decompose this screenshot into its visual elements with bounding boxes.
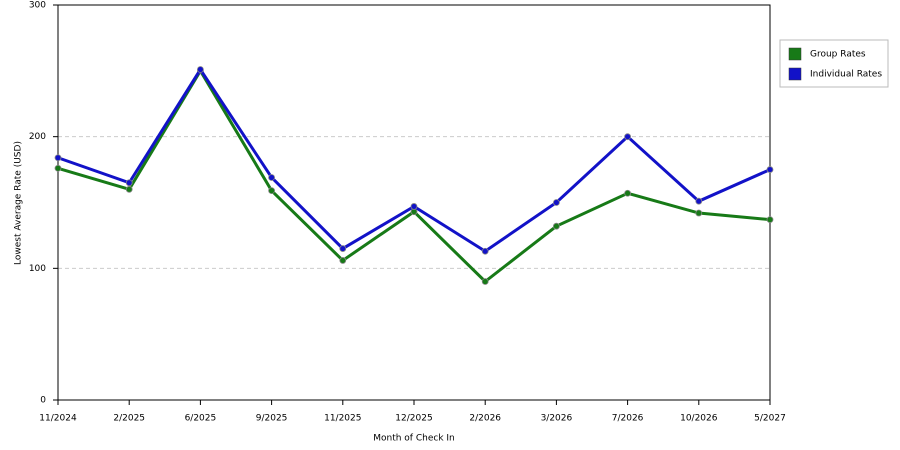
y-tick-label: 0	[40, 396, 46, 406]
x-tick-label: 11/2025	[324, 414, 361, 424]
x-tick-label: 10/2026	[680, 414, 718, 424]
series-line	[57, 67, 771, 284]
point	[54, 164, 62, 172]
x-tick-label: 12/2025	[395, 414, 432, 424]
x-tick-label: 6/2025	[185, 414, 217, 424]
point	[339, 245, 347, 252]
point	[410, 203, 418, 210]
point	[481, 278, 489, 285]
point	[624, 189, 631, 197]
legend-swatch	[788, 67, 802, 81]
point	[766, 166, 774, 173]
y-tick-label: 300	[29, 1, 46, 11]
x-tick-label: 3/2026	[541, 414, 573, 424]
point	[339, 257, 347, 264]
point	[125, 179, 133, 187]
point	[766, 216, 774, 224]
x-tick-label: 9/2025	[256, 414, 288, 424]
series-line	[57, 66, 771, 254]
x-tick-label: 5/2027	[754, 414, 786, 424]
point	[196, 66, 204, 73]
point	[481, 247, 489, 255]
legend-label: Group Rates	[810, 50, 866, 60]
x-tick-label: 2/2026	[469, 414, 501, 424]
point	[268, 187, 276, 195]
point	[624, 133, 631, 141]
point	[125, 185, 133, 193]
x-tick-label: 7/2026	[612, 414, 644, 424]
point	[553, 222, 560, 230]
point	[695, 209, 703, 217]
x-tick-label: 11/2024	[39, 414, 77, 424]
y-tick-label: 100	[29, 264, 46, 274]
point	[268, 174, 276, 181]
point	[54, 154, 62, 162]
y-tick-label: 200	[29, 132, 46, 142]
point	[695, 197, 703, 205]
legend-label: Individual Rates	[810, 70, 882, 80]
y-axis-label: Lowest Average Rate (USD)	[14, 141, 24, 265]
point	[553, 199, 560, 206]
x-axis-label: Month of Check In	[373, 434, 455, 444]
legend-swatch	[788, 47, 802, 61]
x-tick-label: 2/2025	[113, 414, 145, 424]
